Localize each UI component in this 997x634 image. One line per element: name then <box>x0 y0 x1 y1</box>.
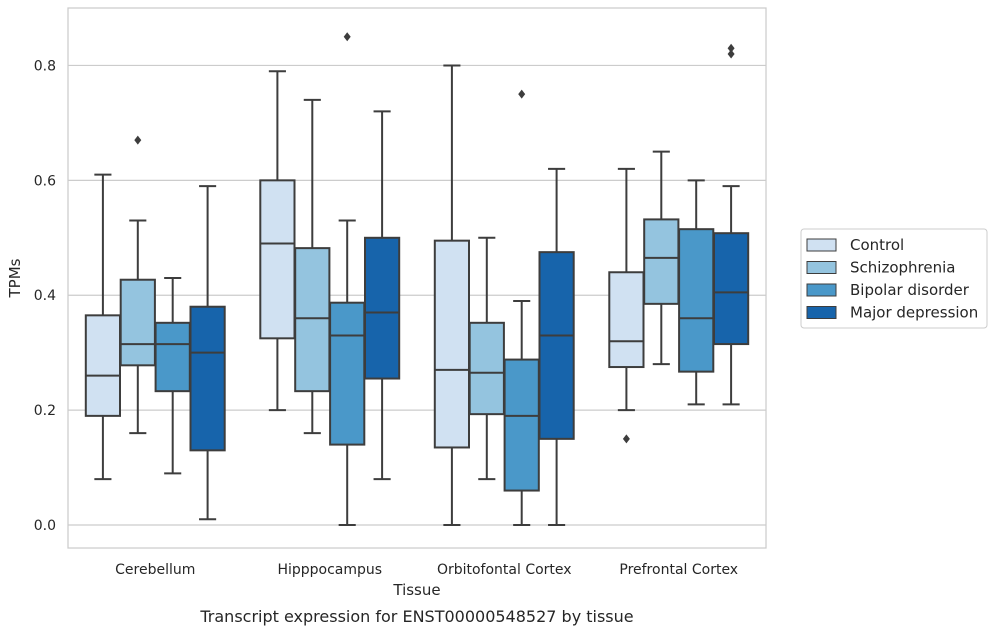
x-axis-label: Tissue <box>392 581 440 599</box>
box-body <box>189 305 226 452</box>
outlier-point <box>622 434 630 444</box>
legend-swatch <box>806 306 837 319</box>
legend-swatch <box>806 238 837 252</box>
y-tick-label: 0.8 <box>34 58 56 74</box>
outlier-point <box>727 49 735 59</box>
legend-swatch <box>806 283 837 297</box>
grid-lines <box>68 64 766 526</box>
box-body <box>433 239 471 449</box>
box-schizophrenia <box>119 135 156 435</box>
legend-items: Control Schizophrenia Bipolar disorder Majo… <box>806 236 978 322</box>
legend-label: Schizophrenia <box>850 259 955 277</box>
box-control <box>433 64 471 527</box>
legend-swatch <box>806 261 837 274</box>
box-series <box>84 32 750 527</box>
box-major-depression <box>189 185 226 521</box>
box-body <box>154 321 191 393</box>
box-major-depression <box>712 43 750 406</box>
legend-label: Control <box>850 236 904 254</box>
x-tick-label: Hipppocampus <box>277 562 382 578</box>
box-body <box>84 314 122 417</box>
box-bipolar-disorder <box>678 179 715 406</box>
y-tick-label: 0.4 <box>34 288 56 304</box>
box-body <box>538 251 575 440</box>
box-body <box>712 232 750 346</box>
box-body <box>294 247 331 393</box>
box-body <box>678 228 715 373</box>
legend-label: Major depression <box>850 304 978 322</box>
outlier-point <box>343 32 351 42</box>
box-control <box>259 70 296 412</box>
box-body <box>608 271 645 369</box>
box-body <box>503 358 540 492</box>
box-major-depression <box>363 110 401 481</box>
chart-caption: Transcript expression for ENST0000054852… <box>199 607 633 626</box>
legend-item: Control <box>806 236 904 254</box>
legend-item: Schizophrenia <box>806 259 955 277</box>
box-body <box>259 179 296 340</box>
box-control <box>608 167 645 444</box>
box-body <box>643 218 680 305</box>
x-tick-label: Prefrontal Cortex <box>619 562 738 578</box>
box-major-depression <box>538 167 575 527</box>
box-body <box>119 278 156 367</box>
y-tick-label: 0.2 <box>34 403 56 419</box>
plot-frame <box>67 7 767 549</box>
legend-item: Major depression <box>806 304 978 322</box>
outlier-point <box>134 135 142 145</box>
box-body <box>363 236 401 380</box>
box-control <box>84 173 122 481</box>
box-body <box>329 301 366 446</box>
outlier-point <box>727 43 735 53</box>
y-tick-labels: 0.0 0.2 0.4 0.6 0.8 <box>34 58 56 534</box>
box-schizophrenia <box>468 236 505 481</box>
legend-frame <box>800 228 988 329</box>
y-tick-label: 0.0 <box>34 518 56 534</box>
x-tick-label: Cerebellum <box>115 562 195 578</box>
box-bipolar-disorder <box>329 32 366 527</box>
y-axis-label: TPMs <box>6 258 24 298</box>
box-body <box>468 321 505 416</box>
legend-label: Bipolar disorder <box>850 281 970 299</box>
box-schizophrenia <box>294 98 331 435</box>
x-tick-label: Orbitofontal Cortex <box>437 562 572 578</box>
legend-item: Bipolar disorder <box>806 281 970 299</box>
y-tick-label: 0.6 <box>34 173 56 189</box>
box-bipolar-disorder <box>503 89 540 527</box>
outlier-point <box>518 89 526 99</box>
box-schizophrenia <box>643 150 680 366</box>
box-bipolar-disorder <box>154 277 191 475</box>
x-tick-labels: Cerebellum Hipppocampus Orbitofontal Corte… <box>115 562 738 578</box>
legend: Control Schizophrenia Bipolar disorder Majo… <box>800 228 988 329</box>
